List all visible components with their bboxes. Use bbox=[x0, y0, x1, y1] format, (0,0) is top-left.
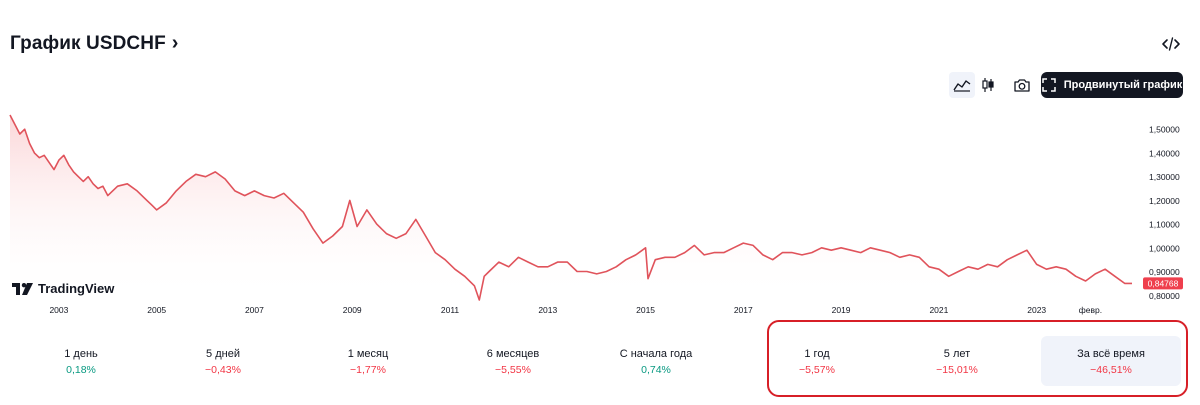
x-tick-label: 2003 bbox=[49, 305, 68, 315]
price-chart[interactable]: 1,50000 1,40000 1,30000 1,20000 1,10000 1,000… bbox=[0, 100, 1200, 325]
y-tick-label: 1,10000 bbox=[1149, 220, 1180, 230]
y-axis: 1,50000 1,40000 1,30000 1,20000 1,10000 1,000… bbox=[1149, 125, 1180, 301]
period-change: −15,01% bbox=[936, 364, 978, 376]
period-label: За всё время bbox=[1077, 348, 1145, 360]
chart-area-group bbox=[9, 114, 1132, 301]
period-5[interactable]: 1 год −5,57% bbox=[747, 336, 887, 386]
last-price-label: 0,84768 bbox=[1148, 279, 1179, 289]
x-tick-label: февр. bbox=[1079, 305, 1102, 315]
period-7[interactable]: За всё время −46,51% bbox=[1041, 336, 1181, 386]
x-tick-label: 2017 bbox=[734, 305, 753, 315]
x-tick-label: 2015 bbox=[636, 305, 655, 315]
screenshot-button[interactable] bbox=[1009, 72, 1035, 98]
y-tick-label: 1,30000 bbox=[1149, 172, 1180, 182]
candles-button[interactable] bbox=[975, 72, 1001, 98]
x-tick-label: 2023 bbox=[1027, 305, 1046, 315]
y-tick-label: 1,00000 bbox=[1149, 243, 1180, 253]
y-tick-label: 1,50000 bbox=[1149, 125, 1180, 135]
period-1[interactable]: 5 дней −0,43% bbox=[153, 336, 293, 386]
tradingview-logo-icon bbox=[12, 282, 33, 295]
area-chart-icon bbox=[953, 80, 971, 92]
period-change: −46,51% bbox=[1090, 364, 1132, 376]
y-tick-label: 1,40000 bbox=[1149, 148, 1180, 158]
period-label: 1 месяц bbox=[347, 348, 389, 360]
x-tick-label: 2005 bbox=[147, 305, 166, 315]
period-label: 5 дней bbox=[206, 348, 240, 360]
x-tick-label: 2007 bbox=[245, 305, 264, 315]
period-change: −0,43% bbox=[205, 364, 241, 376]
area-chart-button[interactable] bbox=[949, 72, 975, 98]
x-tick-label: 2021 bbox=[929, 305, 948, 315]
x-axis: 2003 2005 2007 2009 2011 2013 2015 2017 2019 2021… bbox=[49, 305, 1102, 315]
series-line bbox=[9, 114, 1132, 301]
y-tick-label: 1,20000 bbox=[1149, 196, 1180, 206]
camera-icon bbox=[1014, 79, 1030, 92]
period-label: 6 месяцев bbox=[486, 348, 540, 360]
last-price-tag: 0,84768 bbox=[1143, 277, 1183, 290]
period-2[interactable]: 1 месяц −1,77% bbox=[298, 336, 438, 386]
y-tick-label: 0,80000 bbox=[1149, 291, 1180, 301]
period-4[interactable]: С начала года 0,74% bbox=[586, 336, 726, 386]
period-label: 1 год bbox=[804, 348, 830, 360]
advanced-chart-label: Продвинутый график bbox=[1063, 79, 1183, 91]
tradingview-logo-text: TradingView bbox=[38, 281, 115, 296]
period-label: 1 день bbox=[64, 348, 98, 360]
fullscreen-icon bbox=[1041, 78, 1056, 92]
chevron-right-icon[interactable]: › bbox=[171, 31, 179, 54]
period-change: −5,57% bbox=[799, 364, 835, 376]
advanced-chart-button[interactable]: Продвинутый график bbox=[1041, 72, 1183, 98]
period-0[interactable]: 1 день 0,18% bbox=[11, 336, 151, 386]
period-3[interactable]: 6 месяцев −5,55% bbox=[443, 336, 583, 386]
y-tick-label: 0,90000 bbox=[1149, 267, 1180, 277]
period-6[interactable]: 5 лет −15,01% bbox=[887, 336, 1027, 386]
x-tick-label: 2011 bbox=[441, 305, 460, 315]
last-price-tag-bg bbox=[1143, 277, 1183, 290]
period-label: 5 лет bbox=[943, 348, 971, 360]
period-change: −5,55% bbox=[495, 364, 531, 376]
highlight-annotation bbox=[767, 320, 1188, 397]
page-title[interactable]: График USDCHF bbox=[10, 33, 166, 54]
chart-toolbar bbox=[949, 72, 1035, 98]
period-label: С начала года bbox=[619, 348, 693, 360]
period-change: 0,74% bbox=[641, 364, 671, 376]
x-tick-label: 2019 bbox=[832, 305, 851, 315]
title-row[interactable]: График USDCHF › bbox=[10, 31, 179, 55]
embed-code-icon[interactable] bbox=[1161, 36, 1181, 52]
candles-icon bbox=[982, 78, 994, 92]
period-change: −1,77% bbox=[350, 364, 386, 376]
period-change: 0,18% bbox=[66, 364, 96, 376]
x-tick-label: 2009 bbox=[343, 305, 362, 315]
series-area-fill bbox=[10, 115, 1132, 300]
period-performance: 1 день 0,18% 5 дней −0,43% 1 месяц −1,77% 6 ме… bbox=[0, 336, 1200, 386]
x-tick-label: 2013 bbox=[538, 305, 557, 315]
tradingview-logo[interactable]: TradingView bbox=[12, 281, 114, 296]
